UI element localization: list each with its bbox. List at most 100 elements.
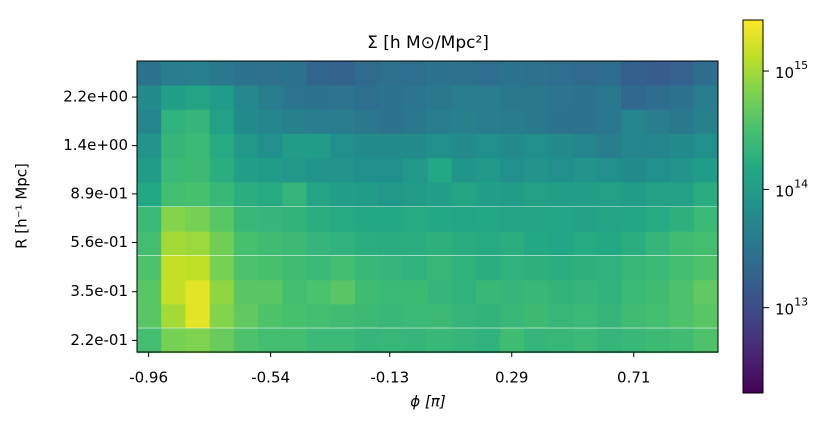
heatmap-cell — [330, 60, 356, 86]
heatmap-cell — [669, 157, 695, 183]
heatmap-cell — [645, 181, 671, 207]
heatmap-cell — [379, 206, 404, 232]
heatmap-cell — [137, 206, 162, 232]
heatmap-cell — [379, 328, 404, 354]
heatmap-cell — [282, 60, 308, 86]
x-tick-label: -0.13 — [370, 369, 409, 387]
heatmap-cell — [282, 279, 308, 305]
heatmap-cell — [282, 109, 308, 134]
heatmap-cell — [257, 84, 283, 110]
heatmap-cell — [500, 328, 525, 354]
heatmap-cell — [645, 255, 671, 281]
heatmap-cell — [403, 84, 428, 110]
x-tick-label: 0.29 — [495, 369, 528, 387]
heatmap-cell — [161, 157, 186, 183]
heatmap-cell — [524, 328, 550, 354]
heatmap-cell — [282, 84, 308, 110]
heatmap-cell — [524, 230, 550, 256]
heatmap-cell — [645, 84, 671, 110]
heatmap-cell — [306, 60, 332, 86]
heatmap-cell — [306, 255, 332, 281]
heatmap-cell — [645, 303, 671, 328]
heatmap-cell — [282, 303, 308, 328]
heatmap-cell — [354, 133, 380, 159]
heatmap-cell — [548, 133, 574, 159]
heatmap-cell — [548, 157, 574, 183]
heatmap-cell — [403, 255, 428, 281]
heatmap-cell — [621, 60, 646, 86]
heatmap-cell — [427, 84, 453, 110]
heatmap-cell — [209, 279, 235, 305]
heatmap-cell — [185, 181, 211, 207]
heatmap-cell — [354, 328, 380, 354]
heatmap-cell — [621, 133, 646, 159]
heatmap-cell — [427, 255, 453, 281]
heatmap-cell — [185, 279, 211, 305]
heatmap-cell — [379, 109, 404, 134]
heatmap-cell — [621, 255, 646, 281]
heatmap-cell — [209, 181, 235, 207]
heatmap-cell — [596, 279, 622, 305]
heatmap-cell — [233, 109, 259, 134]
heatmap-cell — [257, 279, 283, 305]
heatmap-cell — [500, 84, 525, 110]
heatmap-cell — [548, 60, 574, 86]
heatmap-cell — [379, 133, 404, 159]
heatmap-cell — [233, 328, 259, 354]
heatmap-cell — [596, 181, 622, 207]
heatmap-cell — [330, 157, 356, 183]
heatmap-cell — [137, 109, 162, 134]
heatmap-cell — [209, 157, 235, 183]
heatmap-cell — [233, 206, 259, 232]
heatmap-cell — [500, 279, 525, 305]
heatmap-cell — [669, 109, 695, 134]
heatmap-cell — [524, 303, 550, 328]
heatmap-cell — [282, 328, 308, 354]
heatmap-cell — [354, 230, 380, 256]
heatmap-cell — [379, 84, 404, 110]
heatmap-cell — [548, 84, 574, 110]
heatmap-cell — [209, 109, 235, 134]
heatmap-cell — [161, 255, 186, 281]
heatmap-cell — [645, 157, 671, 183]
heatmap-cell — [379, 181, 404, 207]
heatmap-cell — [451, 109, 477, 134]
heatmap-cell — [330, 133, 356, 159]
colorbar-tick-label: 1014 — [775, 177, 808, 200]
y-tick-label: 2.2e+00 — [63, 88, 128, 106]
x-tick-label: -0.96 — [129, 369, 168, 387]
heatmap-cell — [282, 157, 308, 183]
heatmap-cell — [524, 84, 550, 110]
heatmap-cell — [451, 84, 477, 110]
x-tick-label: 0.71 — [617, 369, 650, 387]
heatmap-cell — [233, 230, 259, 256]
heatmap-cell — [548, 255, 574, 281]
heatmap-cell — [185, 60, 211, 86]
heatmap-cell — [669, 181, 695, 207]
heatmap-cell — [572, 133, 598, 159]
heatmap-cell — [354, 206, 380, 232]
heatmap-cell — [257, 181, 283, 207]
heatmap-cell — [475, 230, 501, 256]
heatmap-cell — [427, 157, 453, 183]
heatmap-cell — [137, 181, 162, 207]
heatmap-cell — [209, 328, 235, 354]
heatmap-cell — [500, 230, 525, 256]
heatmap-cell — [475, 133, 501, 159]
heatmap-cell — [621, 303, 646, 328]
heatmap-cell — [669, 230, 695, 256]
heatmap-cell — [451, 328, 477, 354]
heatmap-cell — [427, 303, 453, 328]
heatmap-cell — [185, 206, 211, 232]
heatmap-cell — [403, 206, 428, 232]
heatmap-cell — [403, 303, 428, 328]
heatmap-cell — [209, 230, 235, 256]
heatmap-cell — [621, 84, 646, 110]
heatmap-cell — [233, 255, 259, 281]
y-tick-label: 2.2e-01 — [70, 331, 128, 349]
heatmap-cell — [306, 157, 332, 183]
heatmap-cell — [330, 279, 356, 305]
heatmap-cell — [500, 206, 525, 232]
heatmap-cell — [306, 303, 332, 328]
heatmap-cell — [427, 328, 453, 354]
